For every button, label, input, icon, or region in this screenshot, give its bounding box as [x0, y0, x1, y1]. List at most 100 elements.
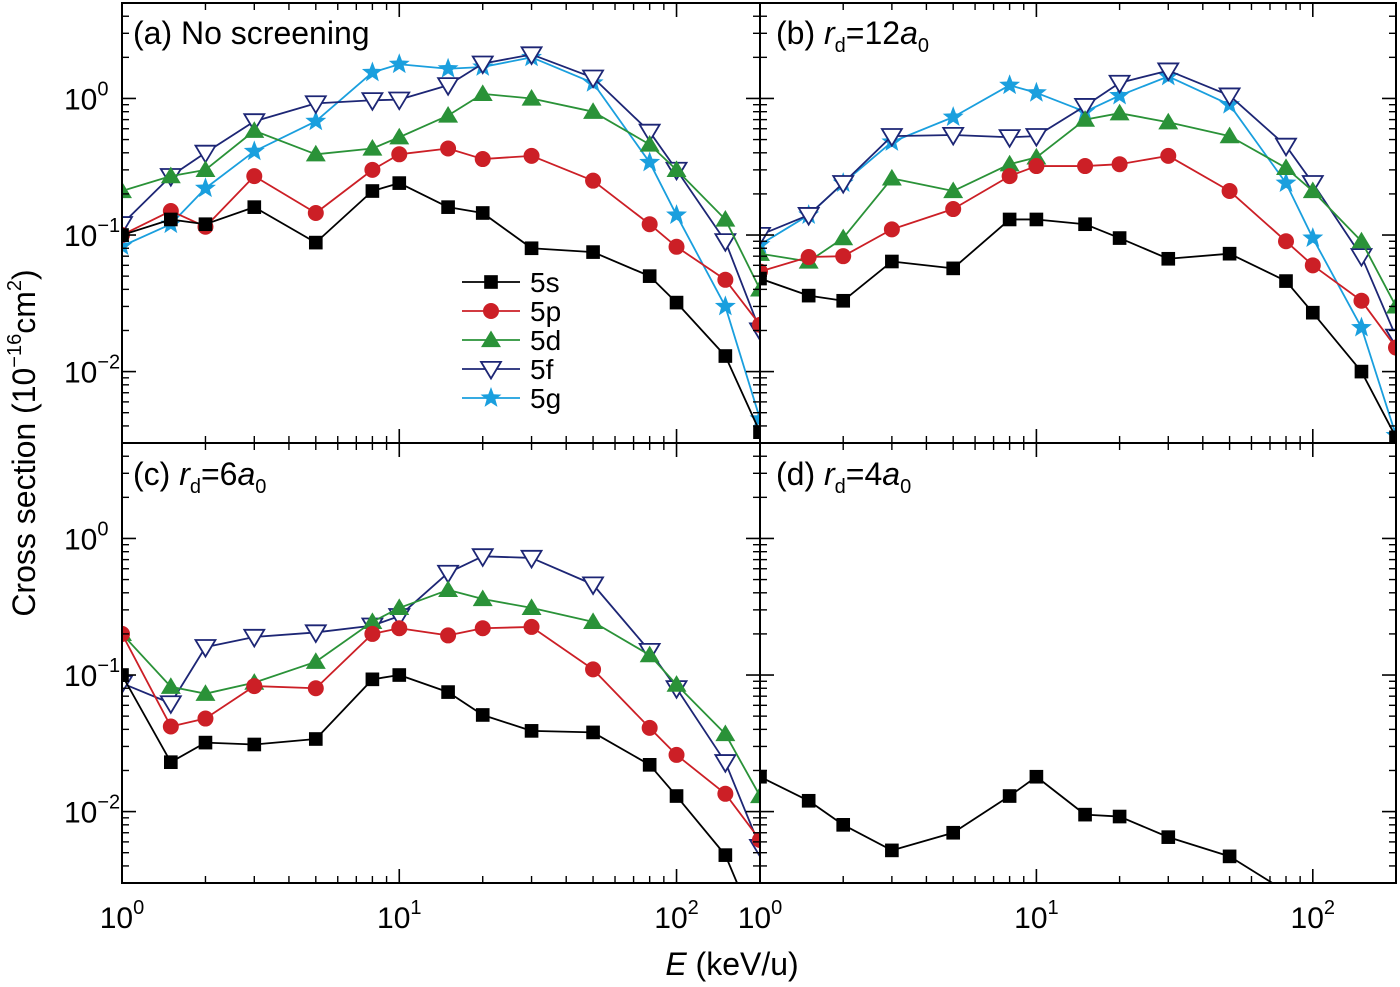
panel-c-point-5p-12	[668, 746, 685, 763]
panel-a-point-5f-7	[436, 77, 460, 97]
panel-c-point-5p-3	[246, 678, 263, 695]
panel-c-point-5d-2	[195, 684, 216, 701]
panel-b-point-5g-6	[1025, 81, 1047, 102]
panel-b-point-5s-8	[1112, 231, 1127, 245]
panel-b-point-5g-8	[1109, 84, 1131, 105]
panel-c-series-5s	[122, 668, 739, 883]
y-tick-label-0-0: 10−2	[64, 352, 120, 390]
y-tick-label-0-2: 100	[64, 78, 109, 116]
y-tick-label-exp: 0	[97, 518, 108, 540]
panel-label-sub2: 0	[918, 35, 929, 57]
panel-label-sub: d	[835, 476, 846, 498]
legend-marker-5p	[483, 303, 499, 319]
y-tick-label-base: 10	[64, 220, 97, 253]
panel-b-series-5d	[760, 103, 1396, 314]
panel-a-label: (a) No screening	[133, 15, 370, 51]
x-axis-title-unit: (keV/u)	[696, 946, 799, 982]
y-tick-label-1-1: 10−1	[64, 655, 120, 693]
legend-entry-5g: 5g	[462, 383, 561, 414]
panel-b-point-5f-3	[880, 128, 904, 148]
panel-a-point-5s-3	[247, 200, 262, 214]
panel-b-point-5g-12	[1302, 227, 1324, 247]
y-tick-label-base: 10	[64, 797, 97, 830]
panel-a-point-5d-5	[362, 139, 383, 156]
panel-c-point-5f-4	[304, 624, 328, 644]
panel-b-point-5d-9	[1158, 112, 1179, 130]
x-tick-label-base: 10	[377, 902, 410, 935]
panel-b-point-5p-7	[1077, 158, 1094, 175]
panel-a-point-5f-2	[193, 144, 218, 165]
panel-a-point-5p-14	[752, 316, 760, 333]
panel-b-point-5p-8	[1111, 156, 1128, 173]
panel-b-point-5p-12	[1304, 257, 1321, 274]
panel-b-point-5f-7	[1073, 98, 1097, 118]
panel-a-point-5d-6	[389, 127, 410, 145]
y-tick-label-1-2: 100	[64, 518, 109, 556]
panel-d-series-5s	[760, 769, 1275, 883]
x-tick-label-base: 10	[738, 902, 771, 935]
legend-marker-5f	[479, 360, 503, 381]
legend-marker-5s	[484, 275, 498, 289]
panel-c-point-5s-5	[365, 672, 380, 687]
labels: 100 101 102 100 101 10210−210−110010−210−1100…	[4, 15, 1335, 982]
x-tick-label-base: 10	[100, 902, 133, 935]
panel-a-point-5f-5	[360, 92, 384, 112]
panel-a-point-5d-4	[305, 144, 326, 162]
panel-b-point-5p-9	[1160, 147, 1177, 164]
y-tick-label-base: 10	[64, 357, 97, 390]
panel-b-line-5f	[760, 69, 1396, 338]
x-tick-label-0-1: 101	[377, 897, 422, 935]
panel-c-point-5p-8	[474, 620, 491, 637]
panel-b-point-5p-1	[800, 249, 817, 266]
y-axis-title: Cross section (10−16cm2)	[4, 269, 42, 616]
panel-a-point-5s-2	[198, 217, 213, 232]
panel-a-point-5g-3	[243, 140, 265, 161]
panel-a-point-5p-6	[391, 146, 408, 163]
panel-c-point-5s-4	[308, 732, 323, 746]
panel-d-plot	[760, 769, 1275, 883]
panel-a-point-5s-11	[642, 269, 657, 283]
panel-b-point-5p-14	[1388, 339, 1396, 356]
panel-b-line-5s	[760, 218, 1396, 438]
panel-label-var: r	[824, 15, 836, 51]
panel-c-point-5p-4	[307, 680, 324, 697]
panel-a-point-5f-11	[638, 123, 662, 144]
panel-a-point-5f-6	[387, 91, 411, 111]
panel-b-point-5s-14	[1389, 430, 1396, 443]
panel-c-point-5s-6	[392, 668, 407, 682]
panel-a-plot	[122, 46, 760, 440]
legend-entry-5s: 5s	[462, 267, 560, 298]
panel-d-point-5s-0	[760, 769, 767, 784]
panel-a-point-5s-14	[753, 425, 760, 440]
x-tick-label-1-1: 101	[1014, 897, 1059, 935]
panel-c-point-5d-4	[305, 652, 326, 669]
panel-b-point-5s-4	[946, 261, 961, 276]
panel-d-point-5s-2	[836, 818, 851, 832]
panel-c-point-5f-13	[713, 754, 737, 774]
panel-b-point-5d-12	[1302, 181, 1323, 199]
legend-label-5p: 5p	[530, 296, 561, 327]
panel-a-point-5g-13	[714, 295, 736, 316]
panel-a-point-5d-1	[160, 166, 181, 184]
y-tick-label-0-1: 10−1	[64, 215, 120, 253]
panel-b-point-5s-1	[801, 288, 816, 303]
panel-a-point-5d-11	[639, 135, 660, 152]
panel-b-point-5f-10	[1218, 87, 1242, 107]
panel-c-point-5s-2	[198, 735, 213, 750]
x-tick-label-exp: 0	[771, 897, 782, 919]
panel-c-label: (c) rd=6a0	[133, 456, 266, 498]
panel-b-point-5d-11	[1276, 158, 1296, 176]
legend-label-5g: 5g	[530, 383, 561, 414]
panel-a-point-5s-12	[669, 295, 684, 310]
panel-a-point-5g-11	[639, 151, 661, 172]
panel-a-point-5p-3	[246, 168, 263, 185]
y-tick-label-base: 10	[64, 83, 97, 116]
panel-a-line-5g	[122, 56, 760, 420]
panel-d-point-5s-8	[1112, 809, 1127, 824]
panel-c-series-5p	[122, 618, 760, 848]
panel-a-point-5s-8	[475, 206, 490, 220]
panel-c-point-5d-9	[521, 598, 542, 616]
panel-c-point-5s-1	[164, 755, 178, 770]
panel-b-point-5f-1	[797, 207, 821, 227]
